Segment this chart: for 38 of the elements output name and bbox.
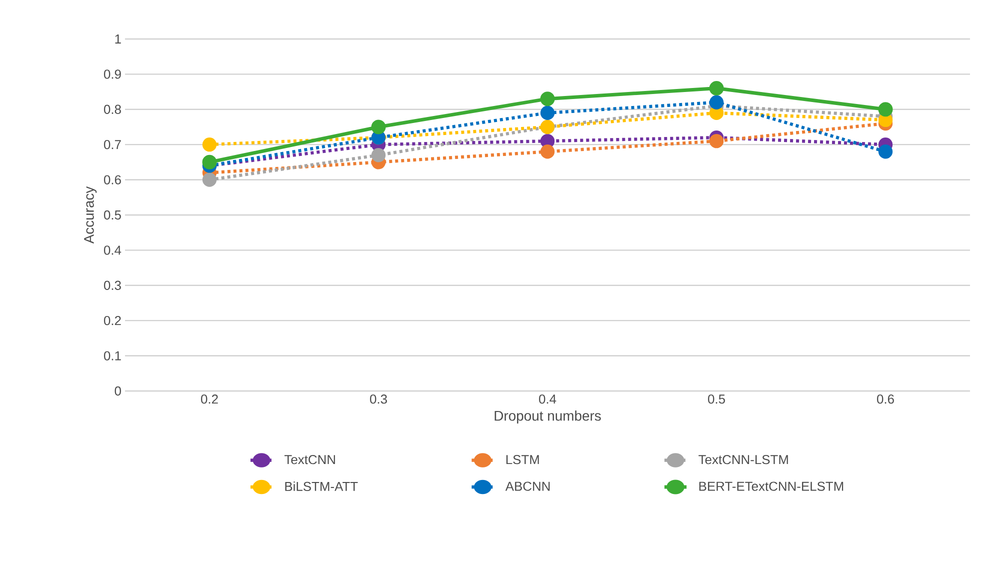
point xyxy=(202,172,217,187)
y-tick-label: 0.2 xyxy=(104,316,121,326)
y-tick-label: 0.1 xyxy=(104,351,121,360)
x-tick-label: 0.6 xyxy=(877,394,894,404)
y-tick-label: 0.6 xyxy=(104,175,121,184)
point xyxy=(709,106,724,120)
legend-label: TextCNN xyxy=(284,455,335,464)
point xyxy=(540,106,555,120)
legend-label: LSTM xyxy=(506,455,539,464)
legend-label: BERT-ETextCNN-ELSTM xyxy=(699,482,844,491)
x-tick-label: 0.5 xyxy=(708,394,725,404)
y-tick-label: 0.5 xyxy=(104,210,121,220)
point xyxy=(202,137,217,152)
point xyxy=(709,134,724,148)
y-tick-label: 1 xyxy=(115,34,121,44)
point xyxy=(371,148,386,162)
legend-label: ABCNN xyxy=(505,482,550,491)
point xyxy=(202,154,217,170)
y-tick-label: 0.7 xyxy=(104,140,121,150)
y-tick-label: 0.4 xyxy=(104,246,122,255)
y-tick-label: 0 xyxy=(114,386,121,396)
point xyxy=(540,92,555,106)
point xyxy=(709,95,724,110)
x-tick-label: 0.2 xyxy=(201,394,218,404)
point xyxy=(371,120,386,134)
x-axis-title: Dropout numbers xyxy=(494,410,601,424)
legend-label: BiLSTM-ATT xyxy=(285,482,358,492)
point xyxy=(540,144,555,159)
y-tick-label: 0.8 xyxy=(104,104,121,114)
point xyxy=(878,102,893,117)
y-tick-label: 0.9 xyxy=(104,70,121,79)
point xyxy=(878,144,893,159)
x-tick-label: 0.4 xyxy=(539,394,556,404)
legend-label: TextCNN-LSTM xyxy=(698,455,788,464)
y-axis-title: Accuracy xyxy=(84,186,97,244)
y-tick-label: 0.3 xyxy=(104,280,121,290)
x-tick-label: 0.3 xyxy=(370,394,387,404)
point xyxy=(709,81,724,96)
